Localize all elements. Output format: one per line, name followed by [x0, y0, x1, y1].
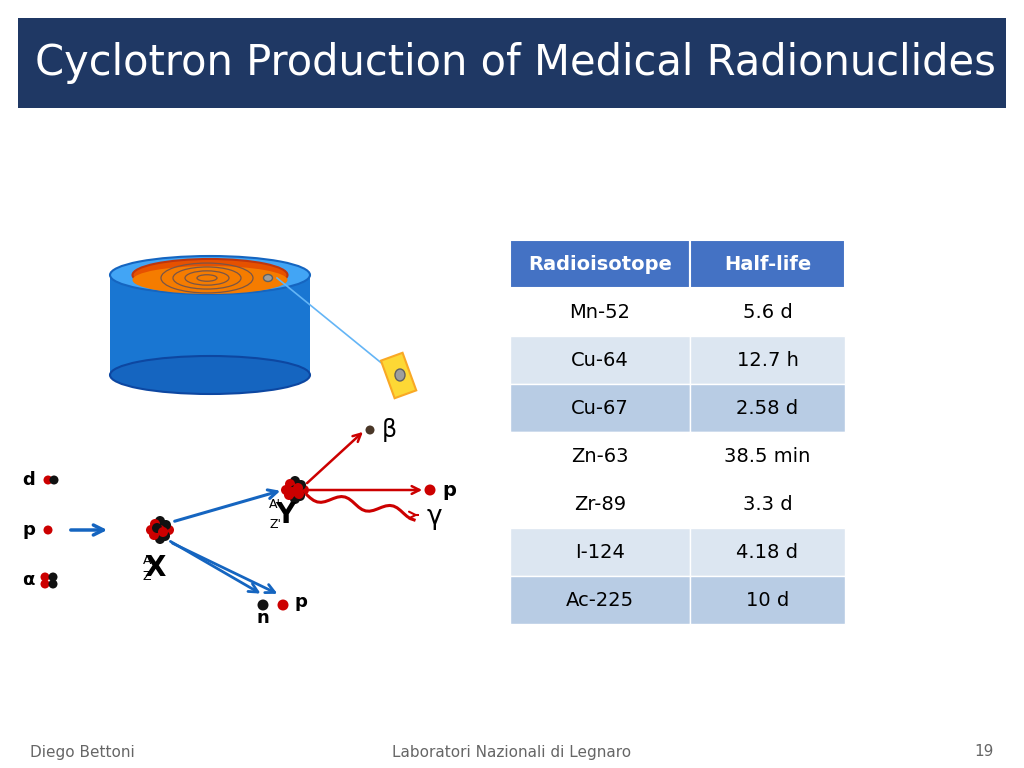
Ellipse shape	[299, 485, 309, 495]
Ellipse shape	[281, 485, 291, 495]
Text: n: n	[257, 609, 269, 627]
Text: β: β	[382, 418, 397, 442]
Text: 4.18 d: 4.18 d	[736, 542, 799, 561]
Ellipse shape	[296, 480, 306, 490]
Ellipse shape	[155, 525, 165, 535]
Ellipse shape	[132, 266, 288, 294]
Text: γ: γ	[427, 504, 442, 530]
Ellipse shape	[161, 520, 171, 530]
Ellipse shape	[110, 256, 310, 294]
Ellipse shape	[155, 534, 165, 544]
Ellipse shape	[164, 525, 174, 535]
Ellipse shape	[425, 485, 435, 495]
Ellipse shape	[110, 356, 310, 394]
FancyBboxPatch shape	[510, 480, 690, 528]
Text: Radioisotope: Radioisotope	[528, 254, 672, 273]
FancyBboxPatch shape	[510, 336, 690, 384]
Text: Zr-89: Zr-89	[573, 495, 626, 514]
FancyBboxPatch shape	[690, 240, 845, 288]
Ellipse shape	[294, 489, 304, 499]
Ellipse shape	[150, 519, 160, 529]
Text: α: α	[22, 571, 35, 589]
Ellipse shape	[290, 476, 300, 486]
Ellipse shape	[284, 490, 294, 500]
Ellipse shape	[158, 527, 168, 537]
Text: Cu-67: Cu-67	[571, 399, 629, 418]
FancyBboxPatch shape	[18, 18, 1006, 108]
Ellipse shape	[290, 485, 300, 495]
FancyBboxPatch shape	[690, 576, 845, 624]
FancyBboxPatch shape	[690, 528, 845, 576]
Text: A: A	[142, 554, 152, 567]
Ellipse shape	[48, 572, 57, 581]
FancyBboxPatch shape	[510, 432, 690, 480]
Text: 3.3 d: 3.3 d	[742, 495, 793, 514]
Text: Diego Bettoni: Diego Bettoni	[30, 744, 135, 760]
Text: Cyclotron Production of Medical Radionuclides: Cyclotron Production of Medical Radionuc…	[35, 42, 996, 84]
Text: Ac-225: Ac-225	[566, 591, 634, 610]
Text: I-124: I-124	[575, 542, 625, 561]
Ellipse shape	[290, 494, 300, 504]
Text: d: d	[22, 471, 35, 489]
FancyBboxPatch shape	[510, 528, 690, 576]
FancyBboxPatch shape	[510, 288, 690, 336]
Ellipse shape	[287, 487, 297, 497]
Text: p: p	[22, 521, 35, 539]
Text: A': A'	[269, 498, 281, 511]
Ellipse shape	[152, 523, 162, 533]
Text: Half-life: Half-life	[724, 254, 811, 273]
Text: X: X	[144, 554, 166, 582]
Text: Mn-52: Mn-52	[569, 303, 631, 322]
Text: p: p	[295, 593, 308, 611]
Ellipse shape	[48, 580, 57, 588]
Ellipse shape	[132, 259, 288, 291]
Text: 12.7 h: 12.7 h	[736, 350, 799, 369]
Ellipse shape	[43, 525, 52, 535]
Text: Z': Z'	[269, 518, 281, 531]
FancyBboxPatch shape	[110, 275, 310, 375]
Ellipse shape	[160, 531, 170, 541]
Text: Z: Z	[142, 570, 152, 582]
Ellipse shape	[293, 483, 303, 493]
FancyBboxPatch shape	[510, 240, 690, 288]
Ellipse shape	[285, 479, 295, 489]
FancyBboxPatch shape	[510, 384, 690, 432]
Text: Cu-64: Cu-64	[571, 350, 629, 369]
Text: 2.58 d: 2.58 d	[736, 399, 799, 418]
FancyBboxPatch shape	[510, 576, 690, 624]
FancyBboxPatch shape	[690, 480, 845, 528]
Ellipse shape	[295, 491, 305, 501]
Text: 19: 19	[975, 744, 994, 760]
FancyBboxPatch shape	[690, 336, 845, 384]
Ellipse shape	[49, 475, 58, 485]
Ellipse shape	[263, 274, 272, 282]
Text: Laboratori Nazionali di Legnaro: Laboratori Nazionali di Legnaro	[392, 744, 632, 760]
Text: 38.5 min: 38.5 min	[724, 446, 811, 465]
FancyBboxPatch shape	[690, 384, 845, 432]
Ellipse shape	[150, 530, 159, 540]
Ellipse shape	[43, 475, 52, 485]
Ellipse shape	[366, 425, 375, 435]
Ellipse shape	[41, 572, 49, 581]
Ellipse shape	[155, 516, 165, 526]
Text: p: p	[442, 481, 456, 499]
Ellipse shape	[278, 600, 289, 611]
Text: 5.6 d: 5.6 d	[742, 303, 793, 322]
FancyBboxPatch shape	[690, 432, 845, 480]
Ellipse shape	[41, 580, 49, 588]
Text: Y: Y	[274, 501, 295, 529]
Ellipse shape	[257, 600, 268, 611]
Ellipse shape	[395, 369, 406, 381]
Text: Zn-63: Zn-63	[571, 446, 629, 465]
Text: 10 d: 10 d	[745, 591, 790, 610]
Polygon shape	[381, 353, 416, 399]
Ellipse shape	[146, 525, 156, 535]
FancyBboxPatch shape	[690, 288, 845, 336]
